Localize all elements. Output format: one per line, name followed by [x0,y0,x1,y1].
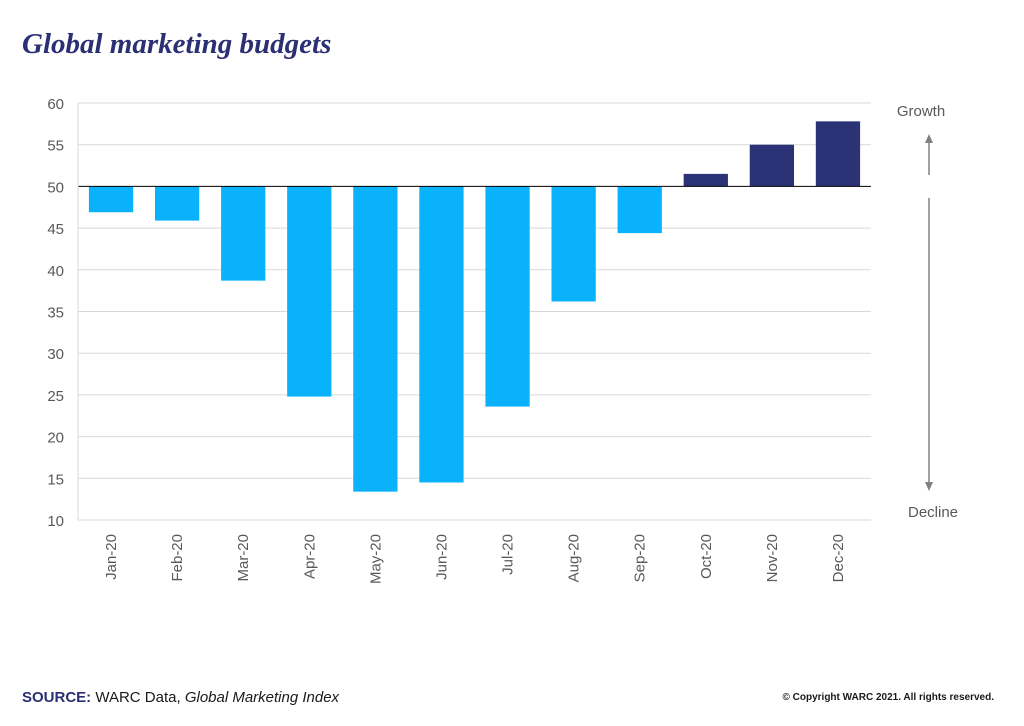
y-tick-label: 55 [47,138,64,155]
bar-jul-20 [485,186,530,407]
x-tick-label: Sep-20 [632,534,649,582]
x-tick-label: Jul-20 [500,534,517,575]
chart-title: Global marketing budgets [22,28,332,60]
source-label: SOURCE: [22,689,92,706]
bar-dec-20 [815,121,861,187]
x-tick-label: Jun-20 [433,534,450,580]
bar-jun-20 [419,186,464,483]
y-tick-label: 40 [47,263,64,280]
growth-decline-annotation: Growth Decline [897,103,958,521]
y-tick-label: 25 [47,388,64,405]
bar-apr-20 [287,186,332,397]
bar-may-20 [353,186,398,492]
y-axis-ticks: 60 55 50 45 40 35 30 25 20 15 10 [47,96,64,530]
y-tick-label: 20 [47,430,64,447]
x-tick-label: Oct-20 [698,534,715,579]
y-tick-label: 30 [47,346,64,363]
down-arrow-icon [925,482,933,491]
bar-feb-20 [154,186,200,221]
decline-label: Decline [908,504,958,521]
bar-oct-20 [683,173,728,187]
y-tick-label: 10 [47,513,64,530]
y-tick-label: 35 [47,305,64,322]
source-publication: Global Marketing Index [184,689,340,706]
x-tick-label: Nov-20 [764,534,781,582]
x-tick-label: Mar-20 [235,534,252,582]
x-axis-ticks: Jan-20 Feb-20 Mar-20 Apr-20 May-20 Jun-20 Jul-… [103,534,847,584]
bar-mar-20 [221,186,266,281]
bar-sep-20 [617,186,662,234]
y-tick-label: 60 [47,96,64,113]
y-tick-label: 50 [47,179,64,196]
x-tick-label: Apr-20 [301,534,318,579]
y-tick-label: 45 [47,221,64,238]
source-note: SOURCE: WARC Data, Global Marketing Inde… [22,689,339,706]
x-tick-label: Dec-20 [830,534,847,582]
bar-jan-20 [88,186,134,213]
x-tick-label: Jan-20 [103,534,120,580]
bar-nov-20 [749,144,795,187]
up-arrow-icon [925,134,933,143]
bar-aug-20 [551,186,596,302]
gridlines [78,102,871,479]
bars [88,121,861,492]
y-tick-label: 15 [47,471,64,488]
x-tick-label: Aug-20 [566,534,583,582]
copyright-notice: © Copyright WARC 2021. All rights reserv… [782,692,995,703]
growth-label: Growth [897,103,945,120]
x-tick-label: May-20 [367,534,384,584]
source-text: WARC Data, [95,689,181,706]
bar-chart: 60 55 50 45 40 35 30 25 20 15 10 Jan-20 Feb-20 Mar-2… [47,96,958,584]
x-tick-label: Feb-20 [169,534,186,582]
